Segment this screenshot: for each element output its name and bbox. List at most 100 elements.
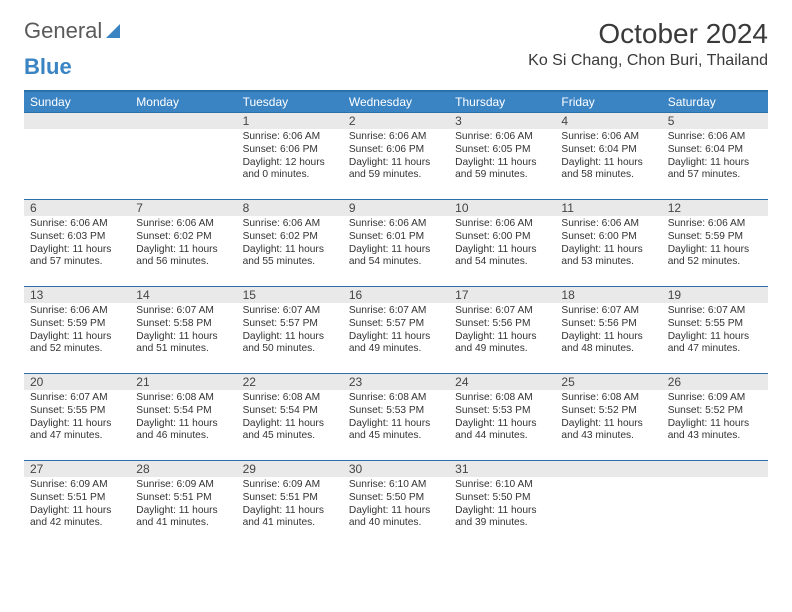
day-details: Sunrise: 6:06 AMSunset: 6:04 PMDaylight:…	[662, 129, 768, 186]
sunset-text: Sunset: 5:55 PM	[668, 318, 762, 331]
daylight-text: Daylight: 11 hours and 49 minutes.	[349, 331, 443, 357]
sunrise-text: Sunrise: 6:08 AM	[349, 392, 443, 405]
sunrise-text: Sunrise: 6:07 AM	[668, 305, 762, 318]
sunrise-text: Sunrise: 6:09 AM	[668, 392, 762, 405]
sunrise-text: Sunrise: 6:09 AM	[243, 479, 337, 492]
sunset-text: Sunset: 6:00 PM	[455, 231, 549, 244]
day-details: Sunrise: 6:07 AMSunset: 5:56 PMDaylight:…	[555, 303, 661, 360]
sunrise-text: Sunrise: 6:07 AM	[561, 305, 655, 318]
sunrise-text: Sunrise: 6:06 AM	[30, 218, 124, 231]
location: Ko Si Chang, Chon Buri, Thailand	[528, 52, 768, 70]
day-cell: 3Sunrise: 6:06 AMSunset: 6:05 PMDaylight…	[449, 113, 555, 199]
daylight-text: Daylight: 12 hours and 0 minutes.	[243, 157, 337, 183]
title-block: October 2024 Ko Si Chang, Chon Buri, Tha…	[528, 18, 768, 70]
sunrise-text: Sunrise: 6:08 AM	[455, 392, 549, 405]
daylight-text: Daylight: 11 hours and 45 minutes.	[349, 418, 443, 444]
day-details: Sunrise: 6:08 AMSunset: 5:52 PMDaylight:…	[555, 390, 661, 447]
day-details: Sunrise: 6:08 AMSunset: 5:54 PMDaylight:…	[130, 390, 236, 447]
sunrise-text: Sunrise: 6:09 AM	[136, 479, 230, 492]
sunrise-text: Sunrise: 6:06 AM	[243, 218, 337, 231]
day-cell: 26Sunrise: 6:09 AMSunset: 5:52 PMDayligh…	[662, 374, 768, 460]
sunset-text: Sunset: 5:54 PM	[136, 405, 230, 418]
day-number: 24	[449, 374, 555, 390]
day-details: Sunrise: 6:07 AMSunset: 5:57 PMDaylight:…	[237, 303, 343, 360]
sunrise-text: Sunrise: 6:07 AM	[243, 305, 337, 318]
daylight-text: Daylight: 11 hours and 59 minutes.	[349, 157, 443, 183]
sunrise-text: Sunrise: 6:06 AM	[136, 218, 230, 231]
day-number: 23	[343, 374, 449, 390]
daylight-text: Daylight: 11 hours and 43 minutes.	[668, 418, 762, 444]
day-cell: 7Sunrise: 6:06 AMSunset: 6:02 PMDaylight…	[130, 200, 236, 286]
day-cell: 16Sunrise: 6:07 AMSunset: 5:57 PMDayligh…	[343, 287, 449, 373]
day-details: Sunrise: 6:08 AMSunset: 5:53 PMDaylight:…	[343, 390, 449, 447]
day-details: Sunrise: 6:09 AMSunset: 5:51 PMDaylight:…	[24, 477, 130, 534]
daylight-text: Daylight: 11 hours and 45 minutes.	[243, 418, 337, 444]
sunset-text: Sunset: 5:52 PM	[561, 405, 655, 418]
sunset-text: Sunset: 6:06 PM	[349, 144, 443, 157]
sunset-text: Sunset: 5:56 PM	[561, 318, 655, 331]
day-details: Sunrise: 6:07 AMSunset: 5:55 PMDaylight:…	[662, 303, 768, 360]
daylight-text: Daylight: 11 hours and 43 minutes.	[561, 418, 655, 444]
day-cell: 25Sunrise: 6:08 AMSunset: 5:52 PMDayligh…	[555, 374, 661, 460]
logo-word1: General	[24, 18, 102, 44]
day-cell	[662, 461, 768, 547]
day-cell	[24, 113, 130, 199]
weekday-header: Wednesday	[343, 92, 449, 112]
day-cell: 2Sunrise: 6:06 AMSunset: 6:06 PMDaylight…	[343, 113, 449, 199]
day-number	[662, 461, 768, 477]
day-number: 20	[24, 374, 130, 390]
sunset-text: Sunset: 5:59 PM	[30, 318, 124, 331]
day-cell: 13Sunrise: 6:06 AMSunset: 5:59 PMDayligh…	[24, 287, 130, 373]
daylight-text: Daylight: 11 hours and 47 minutes.	[668, 331, 762, 357]
daylight-text: Daylight: 11 hours and 42 minutes.	[30, 505, 124, 531]
day-number: 22	[237, 374, 343, 390]
sunset-text: Sunset: 6:05 PM	[455, 144, 549, 157]
daylight-text: Daylight: 11 hours and 58 minutes.	[561, 157, 655, 183]
day-details: Sunrise: 6:06 AMSunset: 5:59 PMDaylight:…	[662, 216, 768, 273]
day-number: 9	[343, 200, 449, 216]
day-cell: 11Sunrise: 6:06 AMSunset: 6:00 PMDayligh…	[555, 200, 661, 286]
weekday-header-row: Sunday Monday Tuesday Wednesday Thursday…	[24, 92, 768, 112]
weekday-header: Tuesday	[237, 92, 343, 112]
week-row: 6Sunrise: 6:06 AMSunset: 6:03 PMDaylight…	[24, 199, 768, 286]
logo-word2: Blue	[24, 54, 72, 79]
weekday-header: Saturday	[662, 92, 768, 112]
sunrise-text: Sunrise: 6:06 AM	[561, 131, 655, 144]
sunset-text: Sunset: 6:06 PM	[243, 144, 337, 157]
sunrise-text: Sunrise: 6:08 AM	[243, 392, 337, 405]
day-number: 19	[662, 287, 768, 303]
day-number	[555, 461, 661, 477]
day-details: Sunrise: 6:06 AMSunset: 6:03 PMDaylight:…	[24, 216, 130, 273]
sunrise-text: Sunrise: 6:06 AM	[243, 131, 337, 144]
day-details: Sunrise: 6:08 AMSunset: 5:53 PMDaylight:…	[449, 390, 555, 447]
day-details: Sunrise: 6:06 AMSunset: 6:00 PMDaylight:…	[555, 216, 661, 273]
sunset-text: Sunset: 5:53 PM	[349, 405, 443, 418]
day-number: 5	[662, 113, 768, 129]
day-cell: 30Sunrise: 6:10 AMSunset: 5:50 PMDayligh…	[343, 461, 449, 547]
sunset-text: Sunset: 6:04 PM	[668, 144, 762, 157]
sunrise-text: Sunrise: 6:07 AM	[349, 305, 443, 318]
sunset-text: Sunset: 5:54 PM	[243, 405, 337, 418]
sunset-text: Sunset: 5:50 PM	[455, 492, 549, 505]
day-details: Sunrise: 6:10 AMSunset: 5:50 PMDaylight:…	[449, 477, 555, 534]
day-number: 16	[343, 287, 449, 303]
sunrise-text: Sunrise: 6:08 AM	[136, 392, 230, 405]
sunrise-text: Sunrise: 6:06 AM	[455, 131, 549, 144]
sunrise-text: Sunrise: 6:06 AM	[668, 131, 762, 144]
day-number: 31	[449, 461, 555, 477]
week-row: 13Sunrise: 6:06 AMSunset: 5:59 PMDayligh…	[24, 286, 768, 373]
day-number: 11	[555, 200, 661, 216]
sunrise-text: Sunrise: 6:06 AM	[561, 218, 655, 231]
sunset-text: Sunset: 6:04 PM	[561, 144, 655, 157]
daylight-text: Daylight: 11 hours and 51 minutes.	[136, 331, 230, 357]
sunrise-text: Sunrise: 6:08 AM	[561, 392, 655, 405]
sunset-text: Sunset: 5:50 PM	[349, 492, 443, 505]
day-cell: 5Sunrise: 6:06 AMSunset: 6:04 PMDaylight…	[662, 113, 768, 199]
day-cell: 20Sunrise: 6:07 AMSunset: 5:55 PMDayligh…	[24, 374, 130, 460]
day-number: 2	[343, 113, 449, 129]
sunset-text: Sunset: 5:55 PM	[30, 405, 124, 418]
sunset-text: Sunset: 5:59 PM	[668, 231, 762, 244]
calendar: Sunday Monday Tuesday Wednesday Thursday…	[24, 90, 768, 547]
day-number	[130, 113, 236, 129]
day-number: 1	[237, 113, 343, 129]
